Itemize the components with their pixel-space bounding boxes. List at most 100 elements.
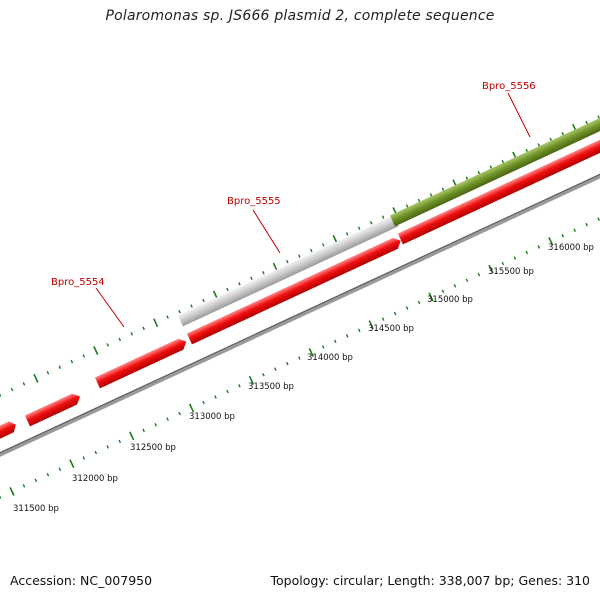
gene-label-bpro-5554[interactable]: Bpro_5554 xyxy=(51,277,105,288)
major-tick xyxy=(33,373,39,383)
gene-feature-red-long[interactable] xyxy=(186,235,403,345)
minor-tick xyxy=(381,317,385,321)
minor-tick xyxy=(525,250,529,255)
scale-label: 314500 bp xyxy=(368,324,414,334)
scale-label: 312500 bp xyxy=(130,443,176,453)
minor-tick xyxy=(465,278,469,282)
minor-tick xyxy=(0,393,2,397)
minor-tick xyxy=(537,245,541,249)
scale-label: 312000 bp xyxy=(72,474,118,484)
minor-tick xyxy=(597,217,600,221)
minor-tick xyxy=(226,287,229,292)
gene-feature-bpro-5554[interactable] xyxy=(94,336,189,389)
scale-label: 315000 bp xyxy=(427,295,473,305)
minor-tick xyxy=(238,384,241,388)
minor-tick xyxy=(0,495,2,499)
gene-label-leaders xyxy=(95,92,531,328)
minor-tick xyxy=(345,232,349,236)
minor-tick xyxy=(429,193,433,197)
minor-tick xyxy=(238,282,241,286)
minor-tick xyxy=(561,132,565,136)
minor-tick xyxy=(597,115,600,119)
minor-tick xyxy=(381,215,385,219)
minor-tick xyxy=(250,276,253,280)
gene-feature-red-right[interactable] xyxy=(397,136,600,245)
minor-tick xyxy=(501,159,505,164)
gene-label-bpro-5556[interactable]: Bpro_5556 xyxy=(482,81,536,92)
minor-tick xyxy=(214,395,217,399)
minor-tick xyxy=(82,354,86,358)
minor-tick xyxy=(477,272,481,277)
minor-tick xyxy=(262,270,265,275)
minor-tick xyxy=(369,221,373,225)
scale-label: 316000 bp xyxy=(548,243,594,253)
minor-tick xyxy=(46,370,50,375)
minor-tick xyxy=(405,204,409,208)
minor-tick xyxy=(58,467,62,471)
major-tick xyxy=(548,236,554,246)
minor-tick xyxy=(22,484,26,488)
minor-tick xyxy=(226,389,229,394)
gene-feature-bpro-5555[interactable] xyxy=(177,215,399,327)
genome-summary-text: Topology: circular; Length: 338,007 bp; … xyxy=(270,573,591,588)
major-tick xyxy=(69,459,75,469)
minor-tick xyxy=(46,472,50,477)
gene-feature-bpro-5556[interactable] xyxy=(389,114,600,227)
minor-tick xyxy=(118,337,122,342)
minor-tick xyxy=(549,137,553,142)
minor-tick xyxy=(94,450,98,455)
major-tick xyxy=(153,318,159,328)
minor-tick xyxy=(202,400,205,405)
minor-tick xyxy=(585,222,588,227)
minor-tick xyxy=(202,298,205,303)
outer-tick-ring xyxy=(0,115,600,397)
gene-feature-left-edge[interactable] xyxy=(0,419,18,440)
minor-tick xyxy=(573,228,577,233)
minor-tick xyxy=(82,456,86,460)
gene-feature-red[interactable] xyxy=(24,391,83,427)
minor-tick xyxy=(441,187,445,192)
minor-tick xyxy=(477,170,481,175)
minor-tick xyxy=(106,445,110,449)
map-title: Polaromonas sp. JS666 plasmid 2, complet… xyxy=(105,8,495,24)
minor-tick xyxy=(333,339,337,344)
major-tick xyxy=(93,346,99,355)
minor-tick xyxy=(298,356,301,360)
gene-track xyxy=(0,114,600,440)
minor-tick xyxy=(417,300,421,305)
minor-tick xyxy=(537,143,541,147)
minor-tick xyxy=(513,256,517,260)
inner-scale-ring xyxy=(0,217,600,499)
scale-label: 313000 bp xyxy=(189,412,235,422)
minor-tick xyxy=(190,304,193,308)
minor-tick xyxy=(130,332,134,336)
minor-tick xyxy=(393,311,397,316)
minor-tick xyxy=(585,120,588,125)
major-tick xyxy=(308,348,314,357)
minor-tick xyxy=(405,306,409,310)
minor-tick xyxy=(321,345,325,349)
minor-tick xyxy=(274,367,277,371)
major-tick xyxy=(9,487,15,496)
gene-label-bpro-5555[interactable]: Bpro_5555 xyxy=(227,196,281,207)
accession-text: Accession: NC_007950 xyxy=(10,573,153,588)
major-tick xyxy=(488,264,494,274)
minor-tick xyxy=(154,423,157,427)
minor-tick xyxy=(58,365,62,369)
minor-tick xyxy=(22,382,26,386)
minor-tick xyxy=(106,343,110,347)
minor-tick xyxy=(178,411,181,416)
minor-tick xyxy=(10,387,14,392)
minor-tick xyxy=(561,234,565,238)
gene-labels: Bpro_5554 Bpro_5555 Bpro_5556 xyxy=(51,81,536,288)
minor-tick xyxy=(489,165,493,169)
minor-tick xyxy=(286,259,289,264)
minor-tick xyxy=(286,361,289,366)
minor-tick xyxy=(417,198,421,203)
scale-label: 311500 bp xyxy=(13,504,59,514)
minor-tick xyxy=(70,359,74,364)
minor-tick xyxy=(178,309,181,314)
major-tick xyxy=(368,320,374,330)
minor-tick xyxy=(357,226,361,231)
